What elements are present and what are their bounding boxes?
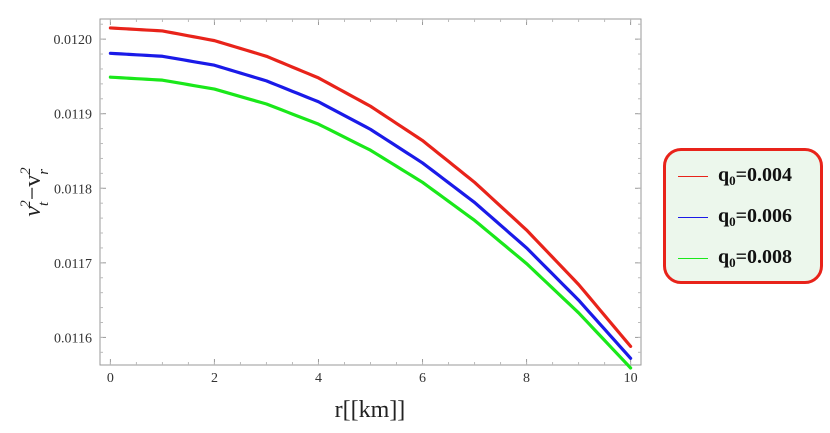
- x-tick-label: 0: [107, 371, 114, 386]
- x-axis-title: r[[km]]: [335, 397, 406, 423]
- plot-frame: [99, 18, 642, 366]
- legend-item: q0=0.008: [678, 243, 792, 273]
- y-tick-label: 0.0117: [54, 257, 92, 272]
- legend-item: q0=0.006: [678, 202, 792, 232]
- legend-label: q0=0.004: [718, 163, 793, 188]
- y-tick-label: 0.0120: [54, 33, 93, 48]
- axis-ticks: 0 2 4 6 8 10 0.0116 0.0117 0.0118 0.0119 0.0120: [54, 19, 641, 386]
- legend-label: q0=0.006: [718, 204, 793, 229]
- series-line-1: [108, 26, 633, 348]
- y-tick-label: 0.0116: [54, 331, 92, 346]
- x-tick-label: 4: [315, 371, 322, 386]
- series-line-2: [108, 51, 633, 360]
- legend: q0=0.004 q0=0.006 q0=0.008: [663, 148, 823, 284]
- x-tick-label: 8: [523, 371, 530, 386]
- x-tick-label: 2: [211, 371, 218, 386]
- y-axis-title: vt2−vr2: [18, 167, 52, 217]
- series-line-3: [108, 75, 633, 370]
- legend-item: q0=0.004: [678, 161, 792, 191]
- x-tick-label: 6: [419, 371, 426, 386]
- y-tick-label: 0.0118: [54, 182, 92, 197]
- y-tick-label: 0.0119: [54, 108, 92, 123]
- legend-label: q0=0.008: [718, 245, 793, 270]
- x-tick-label: 10: [624, 371, 638, 386]
- series-lines: [108, 26, 633, 370]
- svg-text:vt2−vr2: vt2−vr2: [18, 167, 52, 217]
- legend-swatch-green: [678, 257, 708, 259]
- legend-swatch-blue: [678, 216, 708, 218]
- legend-swatch-red: [678, 175, 708, 177]
